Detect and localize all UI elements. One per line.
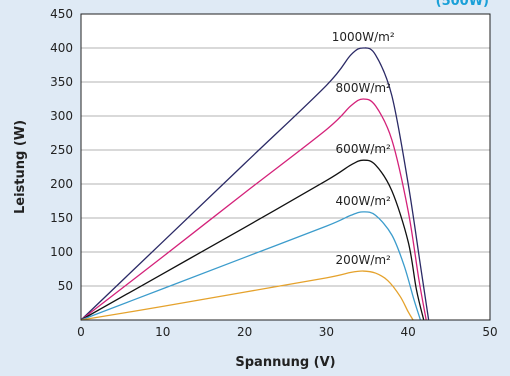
- y-tick-label: 100: [50, 245, 73, 259]
- series-line-0: [80, 47, 430, 321]
- corner-text: (500W): [436, 0, 489, 9]
- y-tick-label: 450: [50, 7, 73, 21]
- series-line-4: [80, 270, 414, 321]
- y-tick-label: 400: [50, 41, 73, 55]
- x-tick-label: 0: [77, 325, 85, 339]
- plot-area: [81, 14, 490, 320]
- x-tick-label: 10: [155, 325, 170, 339]
- series-label-4: 200W/m²: [336, 253, 392, 267]
- series-line-2: [80, 159, 425, 321]
- series-lines: [80, 47, 430, 321]
- series-line-1: [80, 98, 427, 321]
- y-tick-label: 200: [50, 177, 73, 191]
- x-axis-ticks: 0 10 20 30 40 50: [77, 325, 497, 339]
- y-tick-label: 150: [50, 211, 73, 225]
- x-tick-label: 30: [319, 325, 334, 339]
- series-labels: 1000W/m² 800W/m² 600W/m² 400W/m² 200W/m²: [332, 30, 395, 267]
- plot-border: [80, 13, 491, 321]
- x-tick-label: 20: [237, 325, 252, 339]
- x-tick-label: 40: [401, 325, 416, 339]
- y-tick-label: 350: [50, 75, 73, 89]
- x-tick-label: 50: [482, 325, 497, 339]
- series-label-1: 800W/m²: [336, 81, 392, 95]
- y-axis-ticks: 50 100 150 200 250 300 350 400 450: [50, 7, 73, 293]
- y-axis-title: Leistung (W): [13, 120, 28, 214]
- y-tick-label: 300: [50, 109, 73, 123]
- x-axis-title: Spannung (V): [235, 355, 335, 370]
- y-tick-label: 250: [50, 143, 73, 157]
- series-label-0: 1000W/m²: [332, 30, 395, 44]
- y-tick-label: 50: [58, 279, 73, 293]
- series-label-2: 600W/m²: [336, 142, 392, 156]
- series-line-3: [80, 211, 422, 321]
- series-label-3: 400W/m²: [336, 194, 392, 208]
